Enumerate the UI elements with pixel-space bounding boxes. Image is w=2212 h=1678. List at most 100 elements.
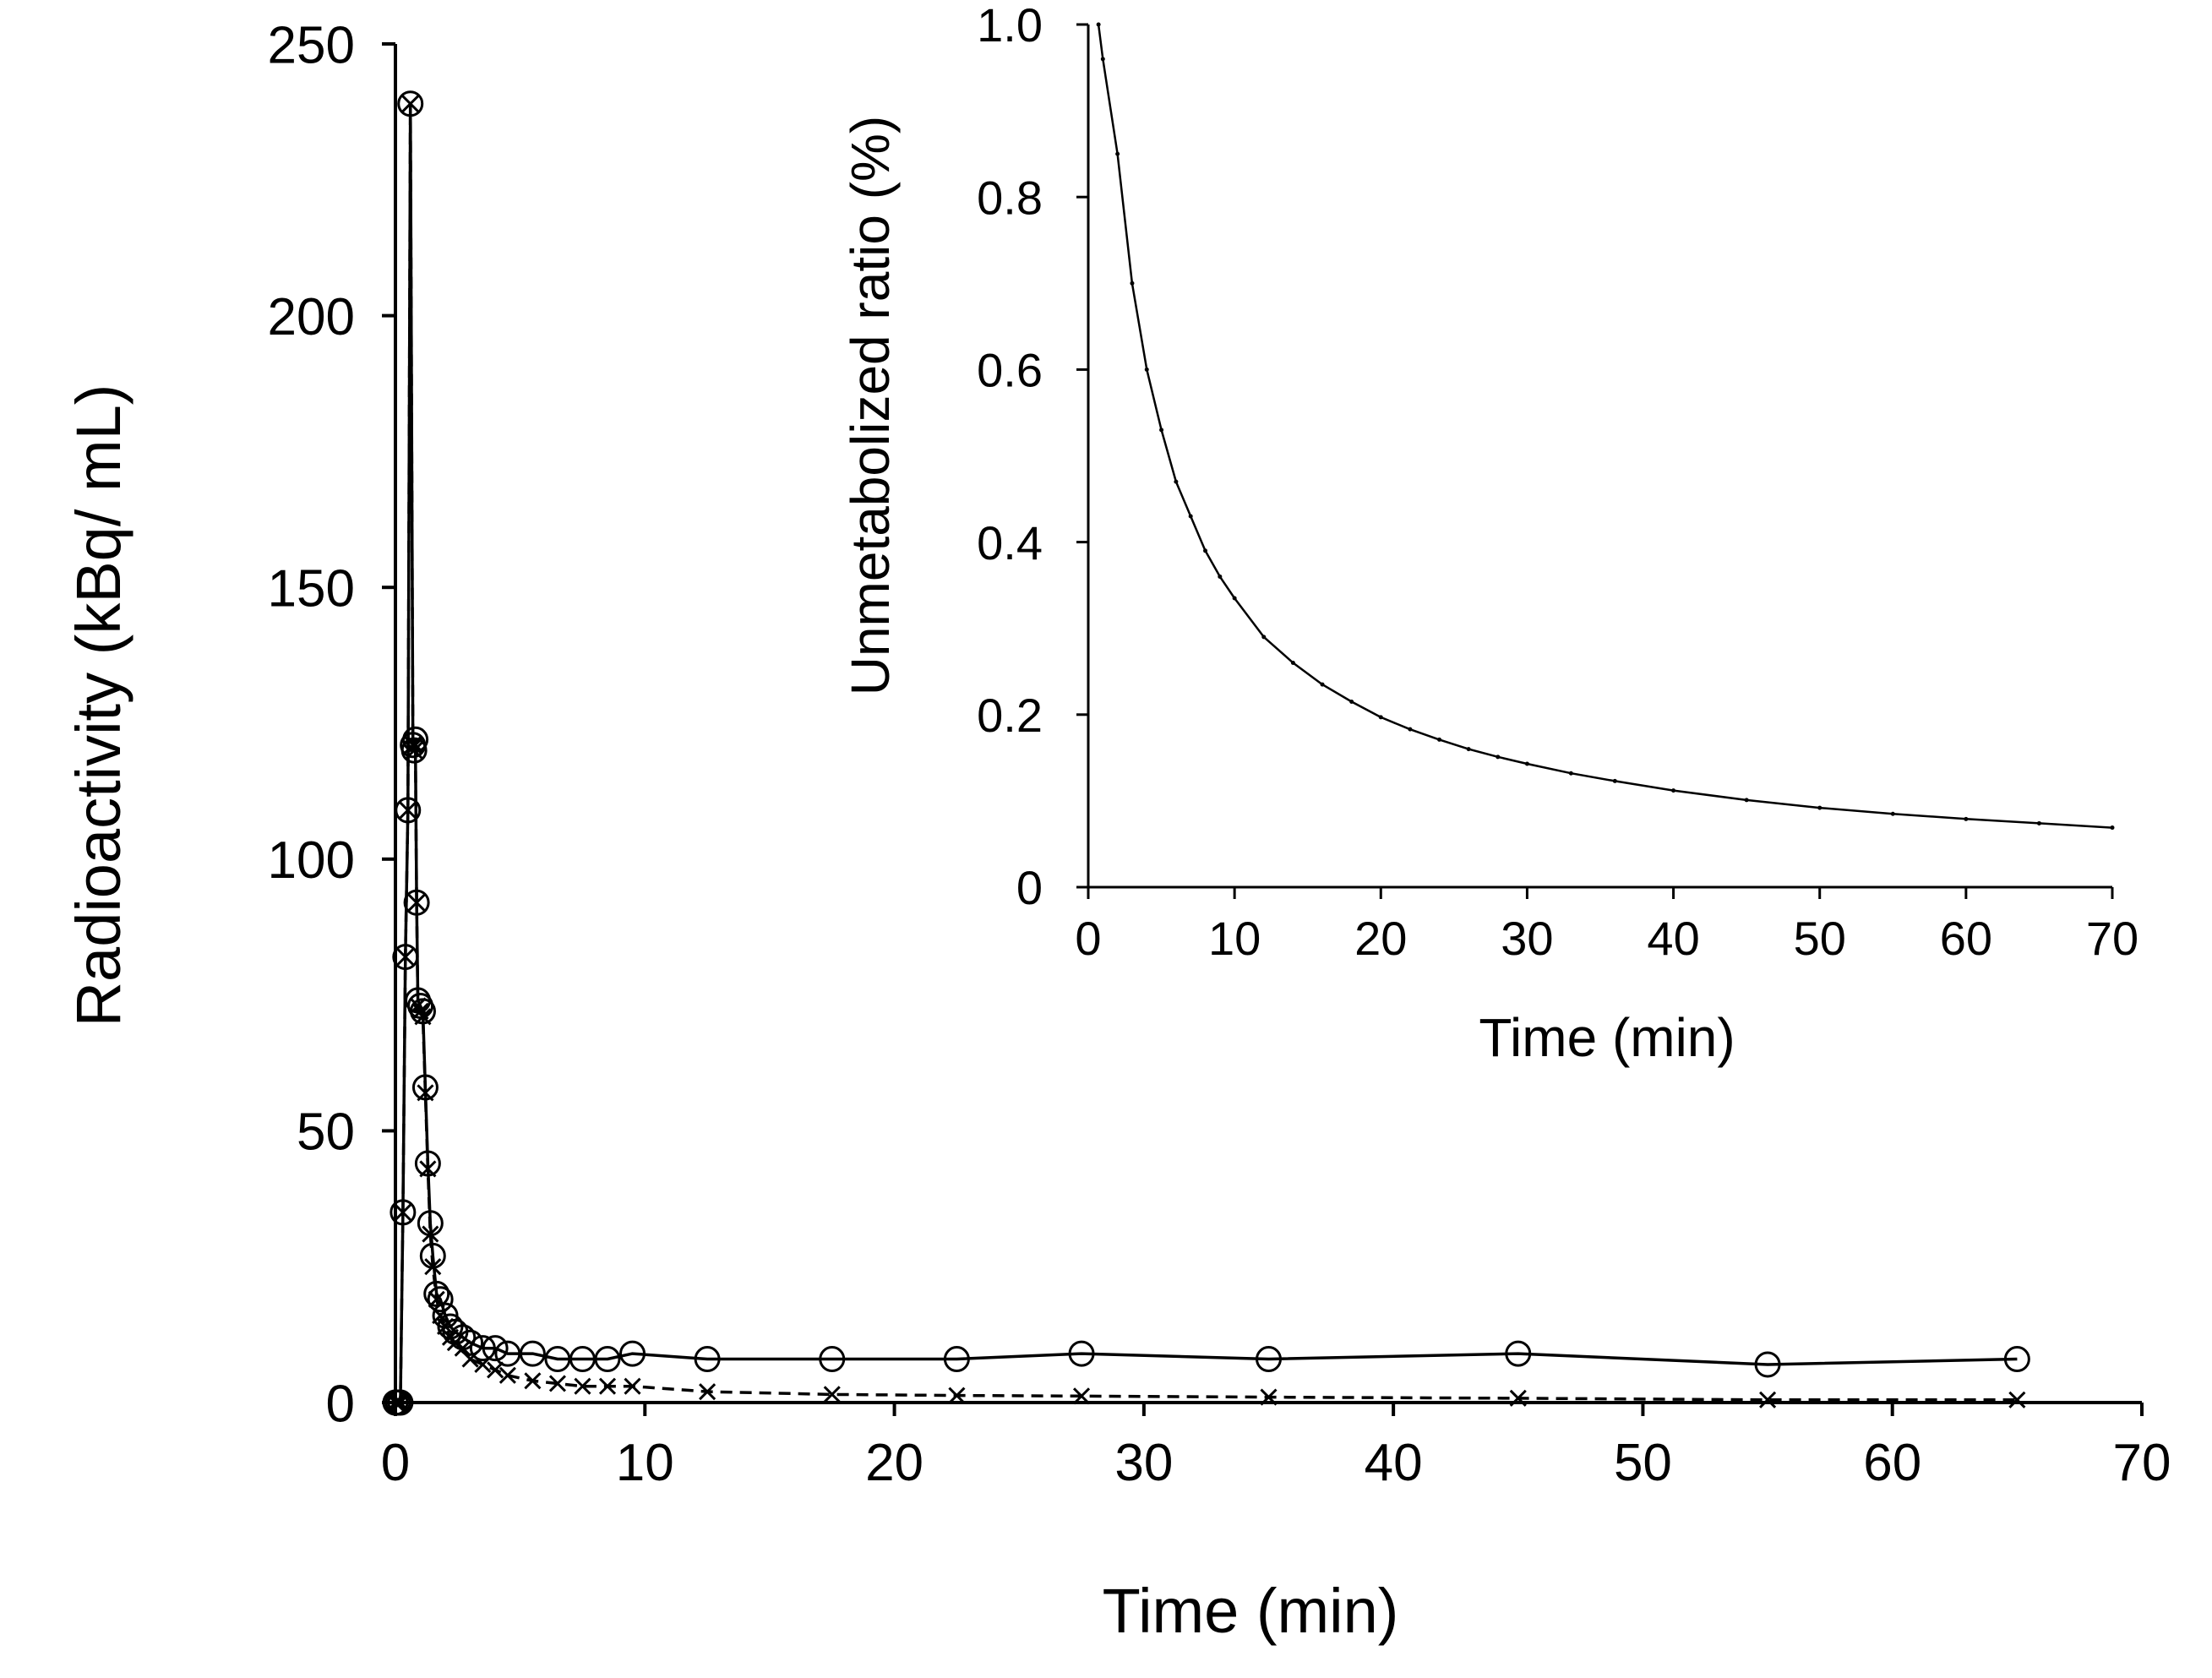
data-point-dot: [1496, 755, 1501, 760]
data-point-cross: [396, 948, 414, 966]
data-point-cross: [499, 1366, 516, 1384]
x-tick-label: 30: [1501, 912, 1553, 965]
y-axis-title: Unmetabolized ratio (%): [840, 116, 901, 696]
data-point-cross: [399, 801, 417, 819]
data-point-dot: [1232, 596, 1237, 601]
data-point-circle: [2003, 1346, 2030, 1373]
data-point-cross: [404, 736, 422, 754]
data-point-cross: [524, 1372, 542, 1390]
data-point-cross: [428, 1290, 445, 1308]
x-axis-title: Time (min): [1479, 1007, 1735, 1068]
data-point-dot: [1290, 661, 1295, 666]
data-point-cross: [1260, 1388, 1278, 1406]
data-point-cross: [406, 736, 424, 754]
data-point-cross: [401, 95, 419, 112]
data-point-circle: [494, 1340, 521, 1367]
data-point-cross: [1509, 1389, 1527, 1407]
data-point-cross: [424, 1258, 442, 1276]
data-point-dot: [1408, 727, 1413, 732]
x-tick-label: 60: [1863, 1434, 1921, 1492]
data-point-cross: [454, 1339, 471, 1357]
data-point-cross: [411, 1002, 429, 1020]
x-tick-label: 40: [1647, 912, 1699, 965]
data-point-cross: [432, 1307, 449, 1325]
data-point-dot: [1466, 747, 1471, 752]
data-point-cross: [823, 1386, 841, 1403]
y-tick-label: 0.8: [977, 171, 1043, 224]
y-tick-label: 0.2: [977, 689, 1043, 742]
data-point-circle: [619, 1340, 646, 1367]
data-point-dot: [2036, 820, 2041, 825]
data-point-dot: [1744, 798, 1749, 803]
x-tick-label: 70: [2086, 912, 2138, 965]
y-tick-label: 0.4: [977, 516, 1043, 569]
x-tick-label: 20: [1354, 912, 1407, 965]
x-tick-label: 40: [1365, 1434, 1423, 1492]
data-point-dot: [1320, 682, 1325, 687]
data-point-circle: [519, 1340, 546, 1367]
data-point-cross: [598, 1377, 617, 1395]
data-point-cross: [422, 1225, 439, 1243]
data-point-dot: [1188, 514, 1193, 519]
y-tick-label: 250: [268, 16, 355, 74]
data-point-dot: [1964, 816, 1969, 821]
data-point-cross: [389, 1393, 407, 1412]
data-point-cross: [408, 894, 426, 912]
data-point-cross: [2008, 1391, 2026, 1408]
data-point-circle: [482, 1335, 509, 1362]
x-tick-label: 50: [1614, 1434, 1672, 1492]
x-axis-title: Time (min): [1103, 1576, 1399, 1646]
data-point-cross: [406, 742, 423, 760]
data-point-circle: [1068, 1340, 1095, 1367]
data-point-circle: [594, 1346, 621, 1373]
data-point-dot: [1261, 635, 1267, 640]
data-point-cross: [417, 1084, 434, 1102]
data-point-circle: [387, 1389, 414, 1416]
data-point-dot: [1890, 811, 1895, 816]
x-tick-label: 70: [2113, 1434, 2171, 1492]
data-point-cross: [446, 1334, 464, 1352]
data-point-dot: [1159, 428, 1164, 433]
data-point-cross: [948, 1387, 966, 1404]
data-point-dot: [1524, 761, 1529, 766]
data-point-circle: [1754, 1351, 1781, 1378]
data-point-circle: [1256, 1346, 1282, 1373]
data-point-cross: [487, 1361, 504, 1379]
data-point-circle: [544, 1346, 571, 1373]
y-tick-label: 0: [326, 1375, 355, 1433]
inset-chart: 0 10 20 30 40 50 60 70 0 0.2 0.4 0.6 0.8 1.0 Time (min…: [840, 0, 2138, 1068]
data-point-dot: [1437, 737, 1442, 742]
y-axis-title: Radioactivity (kBq/ mL): [63, 384, 133, 1027]
x-tick-label: 60: [1940, 912, 1992, 965]
data-point-dot: [1349, 699, 1354, 704]
x-tick-label: 0: [1075, 912, 1101, 965]
data-point-cross: [474, 1355, 492, 1374]
data-point-cross: [574, 1377, 591, 1395]
x-tick-label: 10: [1208, 912, 1261, 965]
data-point-dot: [1100, 57, 1105, 62]
data-point-dot: [2110, 825, 2115, 831]
data-point-cross: [394, 1203, 411, 1221]
data-point-circle: [819, 1346, 846, 1373]
data-point-dot: [1096, 22, 1101, 27]
data-point-circle: [569, 1346, 596, 1373]
x-tick-label: 50: [1794, 912, 1846, 965]
data-point-dot: [1130, 281, 1135, 286]
data-point-cross: [461, 1350, 479, 1368]
x-tick-label: 20: [865, 1434, 923, 1492]
data-point-dot: [1568, 771, 1573, 776]
data-point-circle: [943, 1346, 970, 1373]
y-tick-label: 0: [1016, 861, 1043, 914]
data-point-cross: [1072, 1387, 1091, 1405]
data-point-cross: [548, 1375, 566, 1392]
data-point-cross: [409, 997, 427, 1015]
series-line-unmetabolized: [395, 102, 2018, 1404]
data-point-cross: [391, 1393, 409, 1412]
x-tick-label: 0: [381, 1434, 410, 1492]
data-point-dot: [1144, 367, 1149, 372]
data-point-dot: [1218, 574, 1223, 579]
x-tick-label: 30: [1114, 1434, 1173, 1492]
data-point-cross: [386, 1393, 405, 1412]
data-point-dot: [1115, 151, 1120, 156]
